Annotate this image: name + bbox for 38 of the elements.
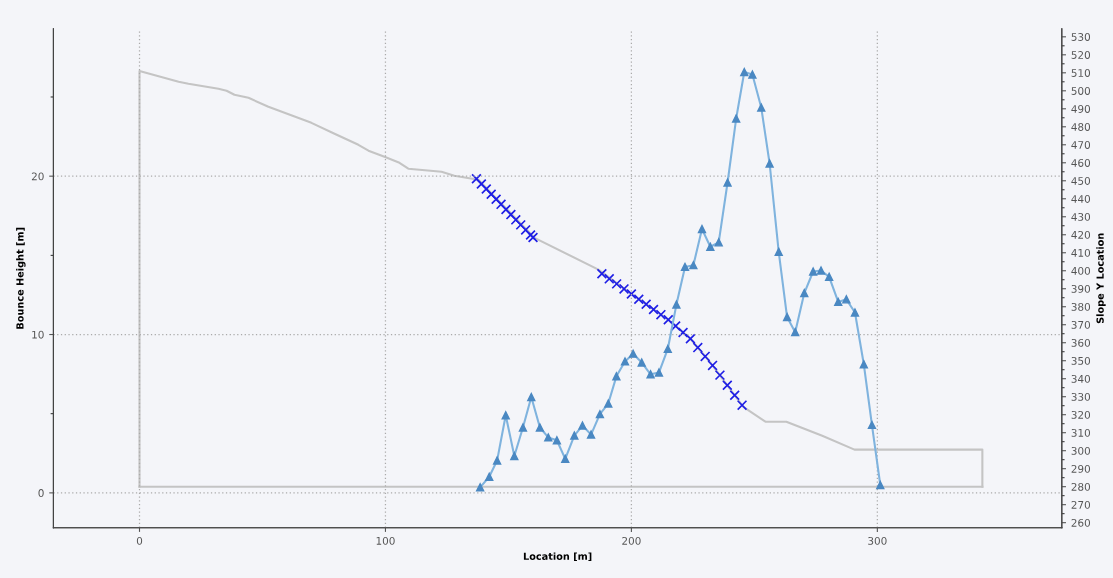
y2-tick-label: 460 [1071, 159, 1091, 167]
y-tick-label: 20 [31, 172, 44, 181]
x-axis-title: Location [m] [523, 552, 592, 562]
y2-tick-label: 420 [1071, 230, 1091, 239]
y2-tick-label: 350 [1071, 356, 1091, 365]
y2-tick-label: 280 [1071, 482, 1091, 491]
y2-tick-label: 290 [1071, 464, 1091, 473]
y2-tick-label: 260 [1071, 518, 1091, 527]
y2-tick-label: 310 [1071, 428, 1091, 437]
y2-tick-label: 390 [1071, 284, 1091, 293]
y2-tick-label: 340 [1071, 374, 1091, 383]
y2-tick-label: 500 [1071, 87, 1091, 95]
y2-tick-label: 380 [1071, 302, 1091, 311]
y-tick-label: 0 [38, 489, 44, 497]
y2-axis-title: Slope Y Location [1096, 233, 1106, 324]
y2-tick-label: 520 [1071, 51, 1091, 59]
y2-tick-label: 490 [1071, 105, 1091, 113]
y2-tick-label: 430 [1071, 212, 1091, 221]
y2-tick-label: 320 [1071, 410, 1091, 419]
x-tick-label: 0 [136, 536, 143, 545]
x-tick-label: 300 [868, 536, 887, 545]
y2-tick-label: 510 [1071, 69, 1091, 77]
y-tick-label: 10 [32, 330, 44, 339]
y2-tick-label: 530 [1071, 33, 1091, 41]
y2-tick-label: 410 [1071, 248, 1091, 257]
y2-tick-label: 470 [1071, 141, 1091, 149]
x-tick-label: 200 [622, 536, 641, 545]
y-axis-title: Bounce Height [m] [16, 227, 26, 329]
y2-tick-label: 300 [1071, 446, 1091, 455]
y2-tick-label: 270 [1071, 500, 1091, 509]
y2-tick-label: 400 [1071, 266, 1091, 275]
y2-tick-label: 440 [1071, 195, 1091, 203]
y2-tick-label: 370 [1071, 320, 1091, 329]
y2-tick-label: 330 [1071, 392, 1091, 401]
x-tick-label: 100 [376, 536, 395, 545]
y2-tick-label: 450 [1071, 177, 1091, 185]
y2-tick-label: 360 [1071, 338, 1091, 347]
y2-tick-label: 480 [1071, 123, 1091, 131]
